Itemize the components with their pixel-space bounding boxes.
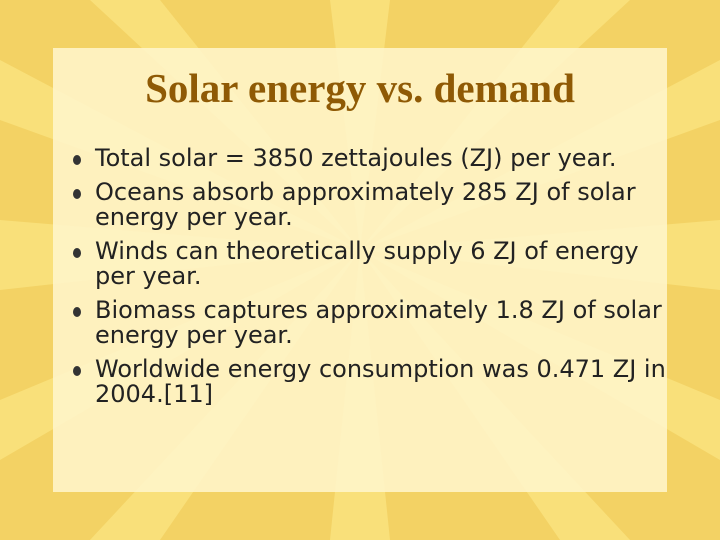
- bullet-item: Winds can theoretically supply 6 ZJ of e…: [73, 239, 667, 289]
- content-panel: [53, 48, 667, 492]
- bullet-item: Worldwide energy consumption was 0.471 Z…: [73, 355, 666, 408]
- bullet-list: Total solar = 3850 zettajoules (ZJ) per …: [73, 146, 667, 416]
- bullet-item: Total solar = 3850 zettajoules (ZJ) per …: [73, 146, 667, 171]
- bullet-item: Biomass captures approximately 1.8 ZJ of…: [73, 298, 667, 348]
- bullet-item: Oceans absorb approximately 285 ZJ of so…: [73, 180, 667, 230]
- slide-title: Solar energy vs. demand: [145, 65, 575, 111]
